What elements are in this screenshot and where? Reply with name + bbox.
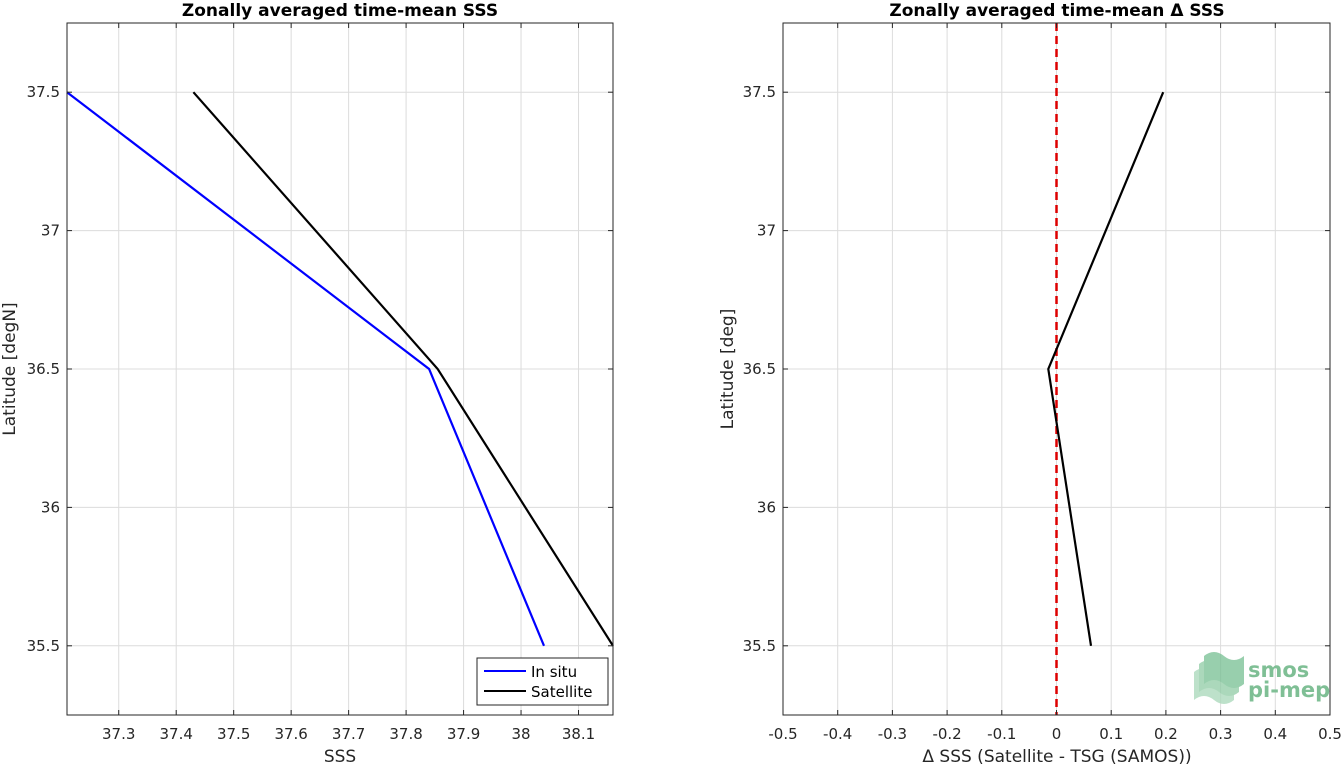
left-chart-title: Zonally averaged time-mean SSS (182, 1, 498, 21)
right-x-tick-label: -0.3 (878, 725, 907, 743)
left-chart-panel: 37.3 37.4 37.5 37.6 37.7 37.8 37.9 38 38.1 35.5 36… (0, 1, 614, 765)
left-y-tick-label: 37.5 (27, 83, 60, 101)
right-x-tick-label: 0.4 (1263, 725, 1287, 743)
left-series-line-in-situ (66, 91, 546, 647)
right-x-tick-label: -0.5 (768, 725, 797, 743)
left-y-tick-label: 35.5 (27, 637, 60, 655)
legend: In situ Satellite (476, 657, 609, 706)
right-y-tick-label: 36 (757, 498, 776, 516)
logo-wave-icon (1194, 652, 1244, 704)
left-y-tick-label: 37 (41, 222, 60, 240)
left-x-tick-label: 37.5 (217, 725, 250, 743)
right-x-tick-label: -0.4 (823, 725, 852, 743)
left-y-axis-label: Latitude [degN] (0, 302, 20, 435)
right-x-tick-label: 0 (1052, 725, 1062, 743)
logo-text-line1: smos (1248, 658, 1309, 682)
left-y-tick-label: 36 (41, 498, 60, 516)
right-x-tick-label: 0.5 (1318, 725, 1342, 743)
right-y-tick-label: 35.5 (743, 637, 776, 655)
right-y-tick-label: 37.5 (743, 83, 776, 101)
right-chart-panel: -0.5 -0.4 -0.3 -0.2 -0.1 0 0.1 0.2 0.3 0.4 0.5 35.5… (718, 1, 1342, 765)
right-x-tick-label: 0.3 (1209, 725, 1233, 743)
left-x-tick-label: 37.6 (274, 725, 307, 743)
left-x-tick-label: 37.9 (447, 725, 480, 743)
left-x-tick-label: 38 (511, 725, 530, 743)
left-x-tick-label: 37.4 (159, 725, 192, 743)
left-x-tick-label: 38.1 (562, 725, 595, 743)
right-x-tick-label: 0.2 (1154, 725, 1178, 743)
smos-pi-mep-logo: smos pi-mep (1194, 652, 1330, 704)
right-y-axis-label: Latitude [deg] (718, 309, 738, 430)
legend-box (476, 657, 609, 706)
right-y-tick-label: 37 (757, 222, 776, 240)
right-x-axis-label: Δ SSS (Satellite - TSG (SAMOS)) (922, 747, 1191, 765)
right-chart-title: Zonally averaged time-mean Δ SSS (889, 1, 1224, 21)
left-x-tick-label: 37.7 (332, 725, 365, 743)
right-x-tick-label: -0.2 (932, 725, 961, 743)
left-y-tick-label: 36.5 (27, 360, 60, 378)
left-x-tick-label: 37.3 (102, 725, 135, 743)
left-x-tick-label: 37.8 (389, 725, 422, 743)
right-y-tick-label: 36.5 (743, 360, 776, 378)
logo-text-line2: pi-mep (1248, 678, 1330, 702)
legend-entry-satellite: Satellite (531, 683, 592, 701)
left-series-line-satellite (192, 91, 614, 647)
right-x-tick-label: -0.1 (987, 725, 1016, 743)
legend-entry-in-situ: In situ (531, 663, 577, 681)
left-x-axis-label: SSS (324, 747, 356, 765)
right-series-line-delta-sss (1047, 91, 1165, 646)
right-x-tick-label: 0.1 (1099, 725, 1123, 743)
